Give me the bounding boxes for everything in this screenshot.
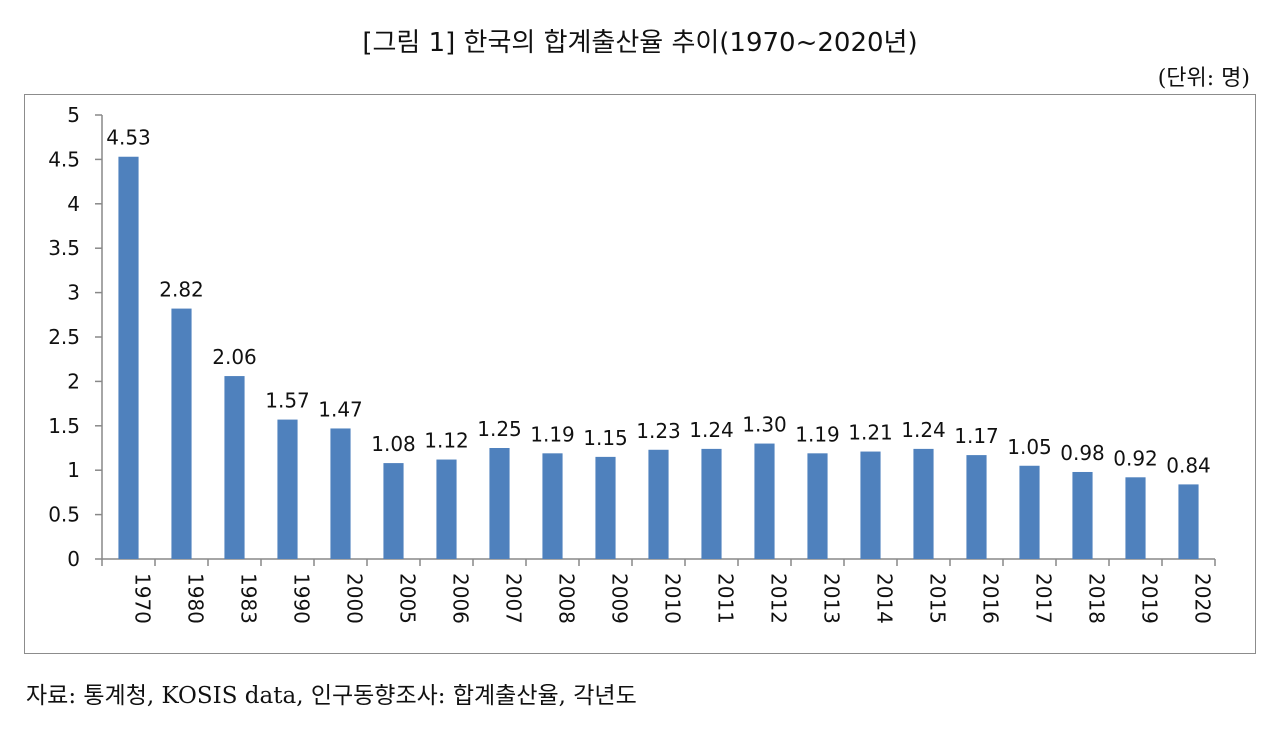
data-label-2006: 1.12 <box>424 429 469 453</box>
bar-1970 <box>118 156 139 559</box>
data-label-2015: 1.24 <box>901 418 946 442</box>
x-tick-label-2020: 2020 <box>1191 573 1215 624</box>
bar-2009 <box>595 456 616 559</box>
x-tick-label-2010: 2010 <box>661 573 685 624</box>
bar-2018 <box>1072 471 1093 559</box>
data-label-2011: 1.24 <box>689 418 734 442</box>
data-label-2019: 0.92 <box>1113 446 1158 470</box>
bar-2017 <box>1019 465 1040 559</box>
data-label-2013: 1.19 <box>795 422 840 446</box>
x-tick-label-2014: 2014 <box>873 573 897 624</box>
y-tick-label: 4 <box>67 192 80 216</box>
data-label-1990: 1.57 <box>265 389 310 413</box>
x-tick-label-1983: 1983 <box>237 573 261 624</box>
bar-chart: 0 0.5 1 1.5 2 2.5 3 3.5 4 4.5 5 1970 1980 1983 1990 20… <box>48 103 1216 624</box>
data-label-2010: 1.23 <box>636 419 681 443</box>
data-label-1983: 2.06 <box>212 345 257 369</box>
y-tick-label: 0 <box>67 547 80 571</box>
y-tick-label: 5 <box>67 103 80 127</box>
y-axis: 0 0.5 1 1.5 2 2.5 3 3.5 4 4.5 5 <box>48 103 103 571</box>
x-tick-label-2019: 2019 <box>1138 573 1162 624</box>
data-label-2000: 1.47 <box>318 397 363 421</box>
bar-2006 <box>436 459 457 559</box>
x-axis: 1970 1980 1983 1990 2000 2005 2006 2007 2008 2009… <box>101 558 1216 624</box>
chart-title: [그림 1] 한국의 합계출산율 추이(1970~2020년) <box>362 28 918 58</box>
y-tick-label: 4.5 <box>48 147 80 171</box>
bar-2020 <box>1178 484 1199 559</box>
data-label-2014: 1.21 <box>848 421 893 445</box>
bar-2000 <box>330 428 351 559</box>
data-label-2007: 1.25 <box>477 417 522 441</box>
bar-2016 <box>966 455 987 559</box>
x-tick-label-2000: 2000 <box>343 573 367 624</box>
bar-2011 <box>701 448 722 559</box>
bar-2014 <box>860 451 881 559</box>
data-label-1970: 4.53 <box>106 126 151 150</box>
y-tick-label: 2.5 <box>48 325 80 349</box>
x-tick-label-2005: 2005 <box>396 573 420 624</box>
data-label-1980: 2.82 <box>159 278 204 302</box>
y-tick-label: 1.5 <box>48 414 80 438</box>
y-tick-label: 1 <box>67 458 80 482</box>
x-tick-label-2018: 2018 <box>1085 573 1109 624</box>
bar-2015 <box>913 448 934 559</box>
source-note: 자료: 통계청, KOSIS data, 인구동향조사: 합계출산율, 각년도 <box>26 683 637 709</box>
bar-2013 <box>807 453 828 559</box>
data-label-2017: 1.05 <box>1007 435 1052 459</box>
x-tick-label-2013: 2013 <box>820 573 844 624</box>
bar-2010 <box>648 449 669 559</box>
bar-2008 <box>542 453 563 559</box>
x-tick-label-1990: 1990 <box>290 573 314 624</box>
data-label-2005: 1.08 <box>371 432 416 456</box>
x-tick-label-2016: 2016 <box>979 573 1003 624</box>
x-tick-label-2015: 2015 <box>926 573 950 624</box>
x-tick-label-2009: 2009 <box>608 573 632 624</box>
y-tick-label: 3.5 <box>48 236 80 260</box>
bar-1980 <box>171 308 192 559</box>
x-tick-label-2012: 2012 <box>767 573 791 624</box>
data-label-2012: 1.30 <box>742 413 787 437</box>
bar-1990 <box>277 419 298 559</box>
unit-label: (단위: 명) <box>1157 66 1250 91</box>
bar-2005 <box>383 463 404 559</box>
x-tick-label-2017: 2017 <box>1032 573 1056 624</box>
data-labels: 4.53 2.82 2.06 1.57 1.47 1.08 1.12 1.25 1.19 1.15… <box>106 126 1211 478</box>
bars <box>118 156 1199 559</box>
x-tick-label-1970: 1970 <box>131 573 155 624</box>
y-tick-label: 3 <box>67 281 80 305</box>
x-tick-label-2011: 2011 <box>714 573 738 624</box>
x-tick-label-2008: 2008 <box>555 573 579 624</box>
y-tick-label: 2 <box>67 369 80 393</box>
x-tick-label-2006: 2006 <box>449 573 473 624</box>
data-label-2018: 0.98 <box>1060 441 1105 465</box>
data-label-2008: 1.19 <box>530 422 575 446</box>
data-label-2009: 1.15 <box>583 426 628 450</box>
x-tick-label-1980: 1980 <box>184 573 208 624</box>
bar-2019 <box>1125 477 1146 559</box>
y-tick-label: 0.5 <box>48 503 80 527</box>
bar-2007 <box>489 448 510 559</box>
data-label-2016: 1.17 <box>954 424 999 448</box>
chart-frame: 0 0.5 1 1.5 2 2.5 3 3.5 4 4.5 5 1970 1980 1983 1990 20… <box>24 94 1256 654</box>
data-label-2020: 0.84 <box>1166 453 1211 477</box>
x-tick-label-2007: 2007 <box>502 573 526 624</box>
bar-1983 <box>224 376 245 559</box>
bar-2012 <box>754 443 775 559</box>
